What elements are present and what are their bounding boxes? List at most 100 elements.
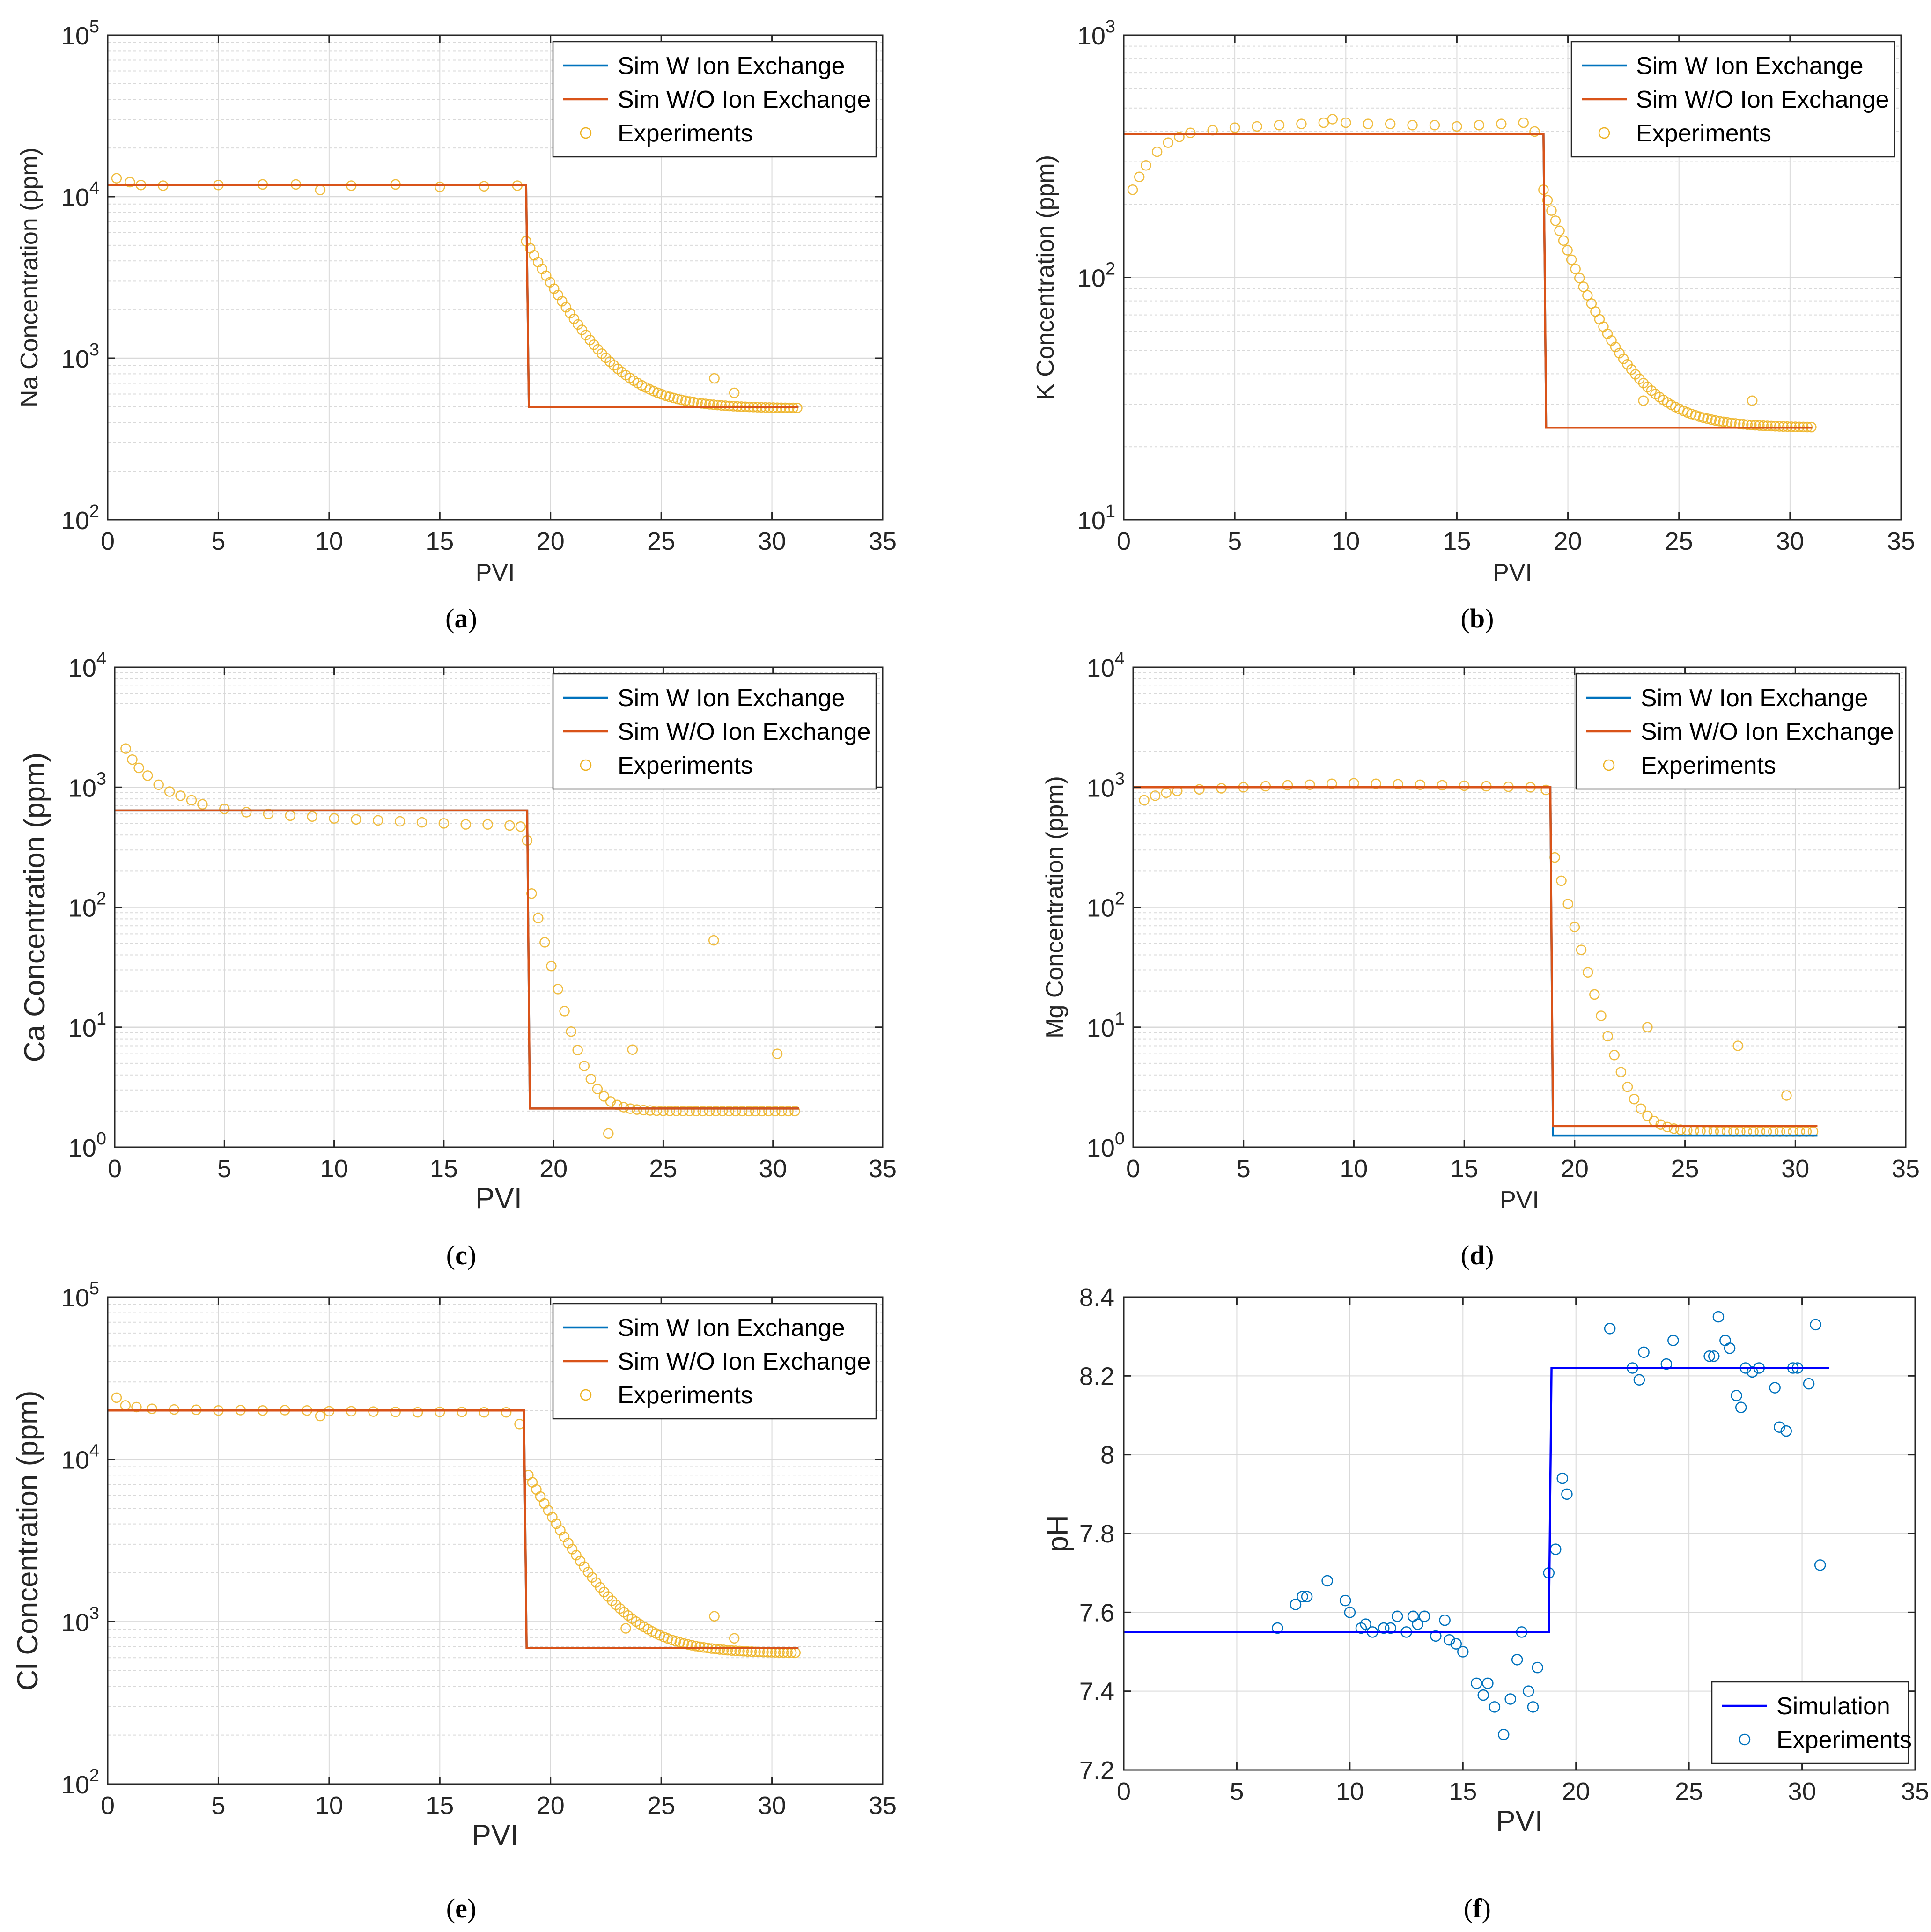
- experiment-point: [664, 1106, 675, 1116]
- experiment-point: [1327, 778, 1337, 789]
- experiment-point: [638, 1105, 649, 1116]
- experiment-point: [1702, 413, 1713, 424]
- experiment-point: [1596, 1010, 1607, 1021]
- experiments-series: [111, 1392, 801, 1658]
- chart-panel-b: 0 5 10 15 20 25 30 35 PVI 101 102 103 K Concentratio…: [1032, 17, 1915, 586]
- experiment-point: [1633, 1374, 1645, 1386]
- x-tick-label: 35: [1887, 527, 1915, 555]
- x-tick-label: 5: [1230, 1777, 1244, 1806]
- x-tick-label: 15: [426, 1792, 454, 1820]
- legend-label: Sim W/O Ion Exchange: [1641, 718, 1894, 745]
- x-axis: 0 5 10 15 20 25 30 35 PVI: [1117, 1297, 1929, 1837]
- sim-wo-line: [108, 1409, 799, 1649]
- experiment-point: [1655, 1119, 1666, 1130]
- y-tick-label: 102: [1087, 889, 1125, 922]
- experiment-point: [579, 1561, 590, 1572]
- experiment-point: [1341, 117, 1351, 128]
- experiment-point: [1714, 416, 1725, 427]
- legend: Sim W Ion Exchange Sim W/O Ion Exchange Ex…: [552, 1303, 877, 1420]
- x-tick-label: 35: [869, 1155, 897, 1183]
- sim-wo-line: [1124, 133, 1813, 429]
- experiment-point: [704, 399, 715, 410]
- simulation-line: [1124, 1367, 1829, 1633]
- experiment-point: [750, 1106, 761, 1117]
- experiment-point: [1708, 1350, 1720, 1362]
- x-tick-label: 10: [1340, 1155, 1368, 1183]
- experiment-point: [742, 1646, 753, 1657]
- chart-panel-c: 0 5 10 15 20 25 30 35 PVI 100 101 102 103 104 Ca Conce…: [19, 649, 897, 1215]
- legend: Sim W Ion Exchange Sim W/O Ion Exchange Ex…: [552, 673, 877, 790]
- experiment-point: [131, 1401, 142, 1413]
- experiment-point: [1582, 290, 1593, 301]
- y-tick-label: 102: [1077, 259, 1115, 293]
- experiment-point: [680, 395, 691, 406]
- legend: Sim W Ion Exchange Sim W/O Ion Exchange Ex…: [552, 41, 877, 158]
- y-axis: 102 103 104 105 Cl Concentration (ppm): [12, 1279, 883, 1799]
- experiments-series: [1127, 114, 1817, 433]
- legend-marker-experiments: [1603, 759, 1615, 771]
- experiments-series: [1272, 1311, 1826, 1740]
- experiment-point: [1174, 132, 1185, 142]
- x-tick-label: 25: [1665, 527, 1693, 555]
- x-tick-label: 5: [217, 1155, 231, 1183]
- y-axis: 102 103 104 105 Na Concentration (ppm): [16, 17, 883, 535]
- experiment-point: [241, 807, 252, 818]
- experiment-point: [671, 1106, 682, 1116]
- experiment-point: [1407, 120, 1418, 131]
- experiment-point: [1582, 967, 1593, 978]
- y-tick-label: 103: [68, 769, 106, 802]
- y-tick-label: 7.2: [1079, 1756, 1114, 1785]
- experiment-point: [1339, 1594, 1351, 1607]
- experiment-point: [710, 1106, 722, 1117]
- experiment-point: [1127, 184, 1138, 195]
- x-tick-label: 25: [1671, 1155, 1699, 1183]
- experiment-point: [479, 1407, 490, 1418]
- experiment-point: [1561, 1488, 1573, 1500]
- experiment-point: [1496, 118, 1507, 129]
- experiment-point: [573, 319, 583, 330]
- experiment-point: [1566, 254, 1577, 265]
- experiment-point: [1638, 1346, 1650, 1358]
- experiment-point: [1546, 205, 1557, 216]
- experiment-point: [1542, 195, 1553, 206]
- experiment-point: [718, 1644, 729, 1655]
- experiment-point: [1385, 1622, 1397, 1634]
- x-tick-label: 20: [537, 527, 565, 555]
- experiment-point: [1415, 779, 1426, 790]
- experiment-point: [1718, 416, 1729, 428]
- sim-wo-line: [1133, 786, 1818, 1128]
- legend-label: Sim W/O Ion Exchange: [618, 86, 870, 113]
- experiment-point: [1457, 1646, 1469, 1658]
- experiment-point: [582, 1567, 594, 1578]
- experiment-point: [553, 984, 563, 995]
- experiment-point: [1667, 1335, 1679, 1346]
- experiment-point: [1518, 117, 1529, 128]
- experiment-point: [605, 1096, 616, 1107]
- experiment-point: [1758, 420, 1769, 431]
- x-tick-label: 25: [647, 1792, 675, 1820]
- x-tick-label: 0: [1117, 527, 1131, 555]
- experiment-point: [1371, 778, 1381, 789]
- y-tick-label: 103: [61, 340, 99, 373]
- experiment-point: [1459, 780, 1470, 791]
- experiment-point: [1578, 281, 1589, 292]
- experiment-point: [329, 813, 339, 824]
- experiment-point: [460, 819, 471, 830]
- experiment-point: [664, 391, 675, 402]
- experiment-point: [1482, 1677, 1494, 1689]
- experiment-point: [1430, 1630, 1442, 1642]
- experiment-point: [691, 1106, 701, 1117]
- experiment-point: [600, 352, 612, 363]
- experiment-point: [1774, 1421, 1785, 1433]
- experiment-point: [1489, 1701, 1501, 1713]
- experiment-point: [1738, 419, 1749, 430]
- experiment-point: [1638, 377, 1649, 389]
- experiment-point: [1141, 160, 1151, 171]
- experiment-point: [1139, 795, 1150, 806]
- experiment-point: [1803, 1378, 1815, 1390]
- x-tick-label: 20: [539, 1155, 568, 1183]
- legend-label: Sim W/O Ion Exchange: [618, 718, 870, 745]
- x-axis-label: PVI: [475, 1182, 522, 1215]
- experiment-point: [1252, 121, 1262, 132]
